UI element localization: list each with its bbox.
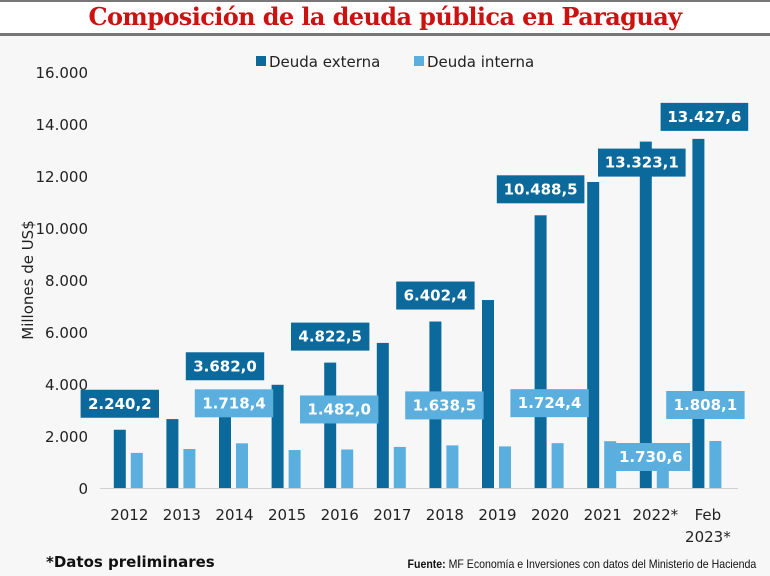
bar-deuda-interna [551, 443, 564, 488]
data-label-externa: 4.822,5 [298, 328, 362, 346]
bar-deuda-externa [376, 342, 389, 488]
x-tick-label: 2014 [215, 506, 253, 524]
bar-deuda-interna [130, 452, 143, 488]
y-tick-label: 12.000 [36, 168, 89, 186]
x-axis-labels: 2012 2013 2014 2015 2016 2017 2018 2019 2020 2021… [110, 506, 731, 546]
data-label-box-externa [291, 322, 370, 351]
y-axis-title: Millones de US$ [19, 220, 37, 340]
data-label-box-interna [611, 443, 690, 472]
legend: Deuda externa Deuda interna [256, 53, 534, 71]
data-label-externa: 6.402,4 [404, 287, 468, 305]
data-label-box-interna [666, 390, 745, 419]
data-label-interna: 1.482,0 [307, 400, 371, 418]
x-tick-label: 2022* [632, 506, 678, 524]
data-label-box-externa [396, 281, 475, 310]
bar-deuda-interna [236, 443, 248, 488]
x-tick-label: 2018 [426, 506, 464, 524]
footnote: *Datos preliminares [46, 553, 215, 571]
data-label-box-interna [510, 389, 589, 418]
header-bar [0, 0, 770, 36]
bar-deuda-externa [324, 362, 337, 488]
bar-deuda-externa [639, 141, 652, 488]
data-label-externa: 3.682,0 [193, 357, 257, 375]
data-label-externa: 2.240,2 [88, 395, 152, 413]
chart-title: Composición de la deuda pública en Parag… [88, 2, 683, 31]
x-tick-label: 2012 [110, 506, 148, 524]
data-label-box-externa [80, 389, 159, 418]
x-tick-label: 2020 [531, 506, 569, 524]
data-label-externa: 13.323,1 [605, 154, 679, 172]
bar-deuda-externa [534, 215, 547, 488]
data-label-box-externa [185, 352, 265, 381]
x-tick-label: 2016 [321, 506, 359, 524]
bars [113, 138, 722, 489]
data-label-interna: 1.718,4 [202, 394, 266, 412]
source-credit: Fuente: MF Economía e Inversiones con da… [407, 557, 756, 571]
bar-deuda-externa [166, 419, 179, 488]
y-tick-label: 6.000 [45, 324, 88, 342]
y-tick-label: 0 [78, 480, 88, 498]
source-label: Fuente: [407, 557, 446, 571]
data-label-interna: 1.808,1 [674, 396, 738, 414]
x-tick-label-line2: 2023* [685, 528, 731, 546]
data-labels: 2.240,2 3.682,0 1.718,4 4.822,5 1.482,0 6.402… [80, 102, 749, 472]
y-tick-label: 2.000 [45, 428, 88, 446]
bar-deuda-externa [271, 384, 284, 488]
data-label-interna: 1.724,4 [518, 394, 582, 412]
bar-deuda-interna [499, 446, 511, 488]
data-label-box-externa [598, 148, 686, 177]
x-tick-label: 2015 [268, 506, 306, 524]
data-label-externa: 13.427,6 [667, 108, 741, 126]
y-tick-label: 14.000 [36, 116, 89, 134]
x-tick-label: Feb [695, 506, 722, 524]
bar-deuda-interna [446, 445, 459, 488]
data-label-box-interna [405, 391, 484, 420]
bar-deuda-interna [393, 446, 406, 488]
data-label-box-externa [660, 102, 749, 131]
y-tick-label: 4.000 [45, 376, 88, 394]
data-label-externa: 10.488,5 [504, 180, 578, 198]
bar-deuda-interna [183, 449, 196, 488]
data-label-box-interna [194, 389, 274, 418]
data-label-interna: 1.730,6 [619, 448, 683, 466]
x-tick-label: 2013 [163, 506, 201, 524]
bar-deuda-interna [709, 440, 722, 488]
data-label-interna: 1.638,5 [413, 396, 477, 414]
y-tick-label: 16.000 [36, 64, 89, 82]
bar-deuda-interna [341, 449, 354, 488]
legend-label-internal: Deuda interna [427, 53, 534, 71]
x-tick-label: 2021 [584, 506, 622, 524]
x-tick-label: 2019 [478, 506, 516, 524]
bar-deuda-externa [113, 429, 126, 488]
bar-deuda-interna [288, 450, 301, 488]
bar-deuda-externa [587, 181, 600, 489]
bar-deuda-externa [692, 138, 705, 489]
data-label-box-externa [496, 175, 585, 204]
y-axis: 0 2.000 4.000 6.000 8.000 10.000 12.000 14.000 1… [36, 64, 89, 498]
y-tick-label: 10.000 [36, 220, 89, 238]
legend-swatch-external [256, 56, 266, 66]
y-tick-label: 8.000 [45, 272, 88, 290]
legend-swatch-internal [414, 56, 424, 66]
data-label-box-interna [300, 395, 379, 424]
x-tick-label: 2017 [373, 506, 411, 524]
source-text: MF Economía e Inversiones con datos del … [445, 557, 756, 571]
legend-label-external: Deuda externa [269, 53, 380, 71]
bar-deuda-externa [482, 300, 494, 488]
